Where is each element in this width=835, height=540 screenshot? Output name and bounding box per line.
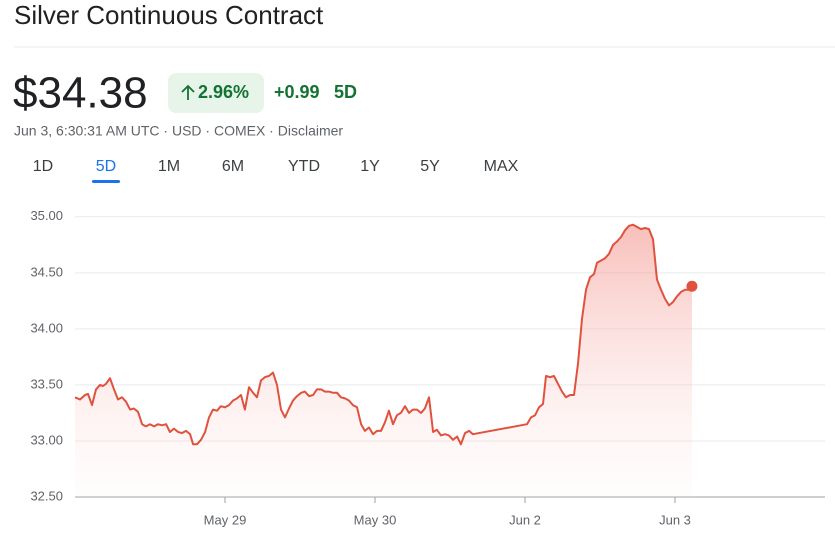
- tab-underline: [92, 180, 120, 183]
- tab[interactable]: 1Y: [360, 158, 380, 175]
- plot: 32.50 33.00 33.50 34.00 34.50 35.00 May 29 May …: [30, 208, 825, 527]
- title: Silver Continuous Contract: [14, 0, 324, 30]
- tab[interactable]: 5Y: [420, 158, 440, 175]
- change-percent: 2.96%: [198, 82, 249, 102]
- area: [75, 224, 692, 497]
- y-tick-label: 33.00: [30, 432, 63, 447]
- y-tick-label: 32.50: [30, 488, 63, 503]
- tab[interactable]: YTD: [288, 158, 320, 175]
- tab[interactable]: 1D: [33, 158, 53, 175]
- x-tick-label: May 30: [354, 512, 397, 527]
- price: $34.38: [13, 69, 148, 118]
- tab[interactable]: MAX: [484, 158, 519, 175]
- tab[interactable]: 1M: [158, 158, 180, 175]
- price-line: [74, 223, 693, 446]
- x-tick-label: Jun 2: [509, 512, 541, 527]
- tab[interactable]: 6M: [222, 158, 244, 175]
- up-arrow: [181, 84, 195, 100]
- change: +0.99: [274, 82, 320, 102]
- y-tick-label: 34.50: [30, 264, 63, 279]
- tab[interactable]: 5D: [96, 158, 116, 175]
- y-tick-label: 33.50: [30, 376, 63, 391]
- meta: Jun 3, 6:30:31 AM UTC · USD · COMEX · Di…: [14, 123, 343, 139]
- tabs: 1D 5D 1M 6M YTD 1Y 5Y MAX: [33, 158, 519, 183]
- last-point: [686, 280, 698, 292]
- y-tick-label: 34.00: [30, 320, 63, 335]
- change-badge: [168, 73, 264, 113]
- x-tick-label: May 29: [204, 512, 247, 527]
- y-tick-label: 35.00: [30, 208, 63, 223]
- change-period: 5D: [334, 82, 357, 102]
- x-tick-label: Jun 3: [659, 512, 691, 527]
